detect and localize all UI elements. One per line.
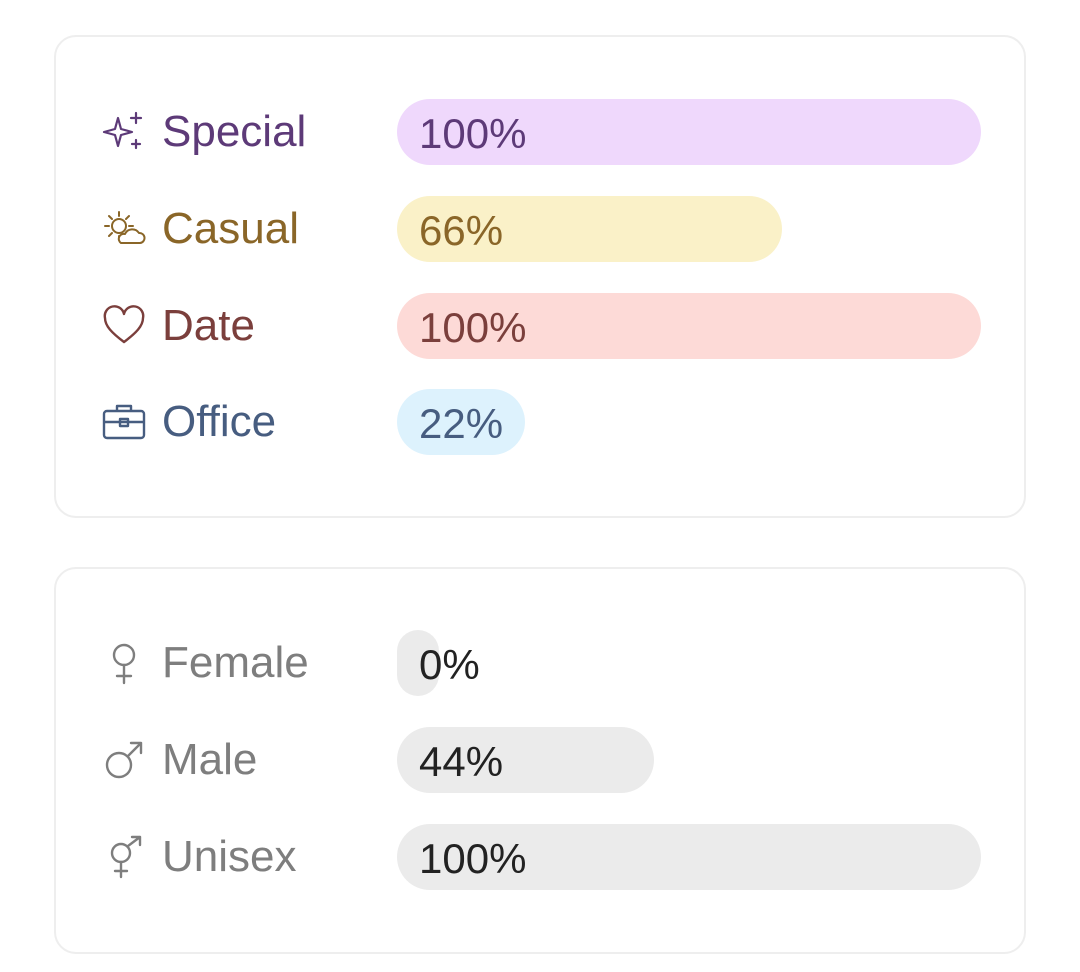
sparkles-icon: [102, 110, 146, 154]
occasion-bar-track: 100%: [397, 293, 981, 359]
occasion-label: Casual: [162, 204, 299, 253]
female-symbol-icon: [102, 641, 146, 685]
gender-percent: 0%: [419, 641, 480, 688]
gender-bar-track: 100%: [397, 824, 981, 890]
sun-cloud-icon: [102, 207, 146, 251]
occasion-bar-fill: [397, 196, 783, 262]
briefcase-icon: [102, 400, 146, 444]
occasion-label: Office: [162, 397, 277, 446]
gender-card: Female 0% Male 44% Unisex: [54, 567, 1026, 954]
occasion-card: Special 100% Casual 66% Date 1: [54, 35, 1026, 518]
gender-row-male: Male 44%: [56, 727, 1024, 793]
occasion-bar-track: 22%: [397, 389, 981, 455]
occasion-bar-track: 66%: [397, 196, 981, 262]
occasion-row-special: Special 100%: [56, 99, 1024, 165]
gender-bar-fill: [397, 824, 981, 890]
gender-row-female: Female 0%: [56, 630, 1024, 696]
gender-percent: 44%: [419, 738, 504, 785]
gender-percent: 100%: [419, 835, 527, 882]
male-symbol-icon: [102, 738, 146, 782]
occasion-percent: 66%: [419, 207, 504, 254]
gender-label: Female: [162, 638, 309, 687]
occasion-row-date: Date 100%: [56, 293, 1024, 359]
gender-bar-fill: [397, 630, 439, 696]
gender-bar-fill: [397, 727, 654, 793]
occasion-bar-fill: [397, 293, 981, 359]
occasion-percent: 100%: [419, 304, 527, 351]
gender-bar-track: 0%: [397, 630, 981, 696]
occasion-label: Date: [162, 301, 255, 350]
unisex-symbol-icon: [102, 835, 146, 879]
occasion-row-casual: Casual 66%: [56, 196, 1024, 262]
gender-row-unisex: Unisex 100%: [56, 824, 1024, 890]
heart-icon: [102, 304, 146, 348]
occasion-label: Special: [162, 107, 307, 156]
gender-label: Unisex: [162, 832, 297, 881]
gender-label: Male: [162, 735, 258, 784]
occasion-percent: 100%: [419, 110, 527, 157]
occasion-row-office: Office 22%: [56, 389, 1024, 455]
occasion-bar-fill: [397, 99, 981, 165]
occasion-percent: 22%: [419, 400, 504, 447]
occasion-bar-fill: [397, 389, 526, 455]
occasion-bar-track: 100%: [397, 99, 981, 165]
gender-bar-track: 44%: [397, 727, 981, 793]
